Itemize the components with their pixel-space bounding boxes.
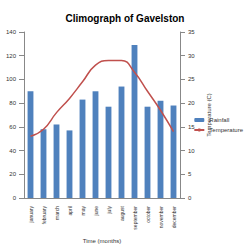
svg-text:september: september [132, 206, 138, 230]
svg-text:february: february [41, 206, 47, 225]
svg-text:60: 60 [9, 124, 16, 130]
svg-text:5: 5 [188, 171, 192, 177]
svg-text:0: 0 [13, 195, 17, 201]
svg-text:december: december [171, 206, 177, 229]
svg-text:Time (months): Time (months) [83, 238, 121, 244]
svg-text:Rainfall: Rainfall [209, 117, 229, 123]
svg-text:october: october [145, 206, 151, 223]
svg-text:10: 10 [188, 148, 195, 154]
svg-text:15: 15 [188, 124, 195, 130]
svg-text:80: 80 [9, 100, 16, 106]
svg-text:25: 25 [188, 76, 195, 82]
svg-text:Temperature (C): Temperature (C) [205, 93, 212, 137]
svg-text:august: august [119, 205, 125, 221]
svg-text:may: may [80, 206, 86, 216]
svg-text:100: 100 [6, 76, 17, 82]
svg-text:30: 30 [188, 53, 195, 59]
svg-text:march: march [54, 206, 60, 220]
svg-text:Climograph of Gavelston: Climograph of Gavelston [66, 13, 185, 24]
svg-text:120: 120 [6, 53, 17, 59]
svg-text:june: june [93, 206, 99, 217]
svg-text:140: 140 [6, 29, 17, 35]
svg-text:april: april [67, 206, 73, 215]
svg-text:35: 35 [188, 29, 195, 35]
svg-text:november: november [158, 206, 164, 229]
svg-text:july: july [106, 206, 112, 215]
svg-text:20: 20 [9, 171, 16, 177]
svg-text:0: 0 [188, 195, 192, 201]
svg-text:40: 40 [9, 148, 16, 154]
svg-text:january: january [28, 206, 34, 224]
svg-text:20: 20 [188, 100, 195, 106]
svg-text:Temperature: Temperature [209, 127, 243, 133]
